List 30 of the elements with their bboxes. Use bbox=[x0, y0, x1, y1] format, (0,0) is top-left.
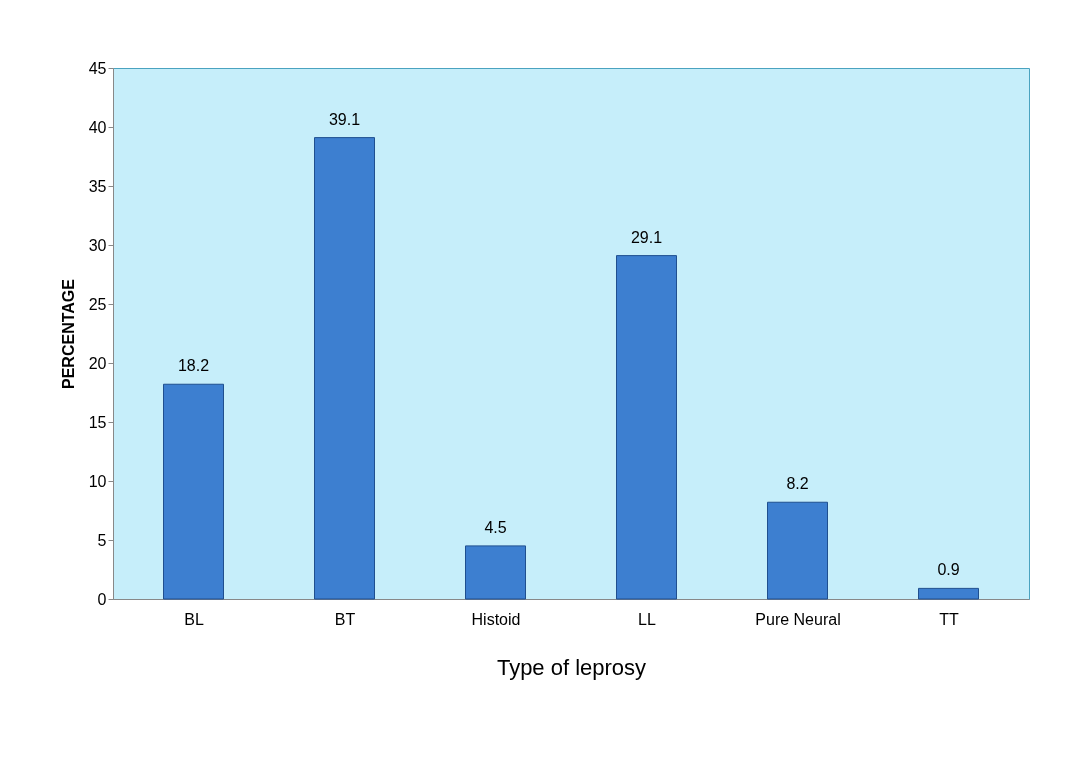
bar bbox=[767, 501, 828, 600]
y-axis-title: PERCENTAGE bbox=[59, 278, 77, 389]
x-tick-label: TT bbox=[939, 610, 959, 628]
x-tick-label: Pure Neural bbox=[755, 610, 841, 628]
x-tick-label: LL bbox=[638, 610, 656, 628]
data-label: 4.5 bbox=[484, 518, 507, 536]
x-tick-label: BL bbox=[184, 610, 204, 628]
bar bbox=[918, 587, 979, 600]
y-tick-label: 25 bbox=[88, 295, 107, 313]
x-tick-label: Histoid bbox=[471, 610, 521, 628]
bar bbox=[465, 545, 526, 600]
y-tick-label: 10 bbox=[88, 472, 107, 490]
bar bbox=[163, 383, 224, 600]
y-tick-label: 0 bbox=[97, 590, 107, 608]
data-label: 29.1 bbox=[630, 228, 663, 246]
bar bbox=[616, 255, 677, 600]
data-label: 18.2 bbox=[177, 357, 210, 375]
y-tick-label: 15 bbox=[88, 413, 107, 431]
y-tick-label: 30 bbox=[88, 236, 107, 254]
bar bbox=[314, 137, 375, 600]
data-label: 39.1 bbox=[328, 110, 361, 128]
y-tick-label: 40 bbox=[88, 118, 107, 136]
y-tick-label: 20 bbox=[88, 354, 107, 372]
data-label: 0.9 bbox=[937, 561, 960, 579]
x-tick-label: BT bbox=[334, 610, 356, 628]
data-label: 8.2 bbox=[786, 475, 809, 493]
y-tick-label: 35 bbox=[88, 177, 107, 195]
x-axis-title: Type of leprosy bbox=[496, 654, 647, 680]
y-tick-label: 45 bbox=[88, 59, 107, 77]
y-tick-label: 5 bbox=[97, 531, 107, 549]
